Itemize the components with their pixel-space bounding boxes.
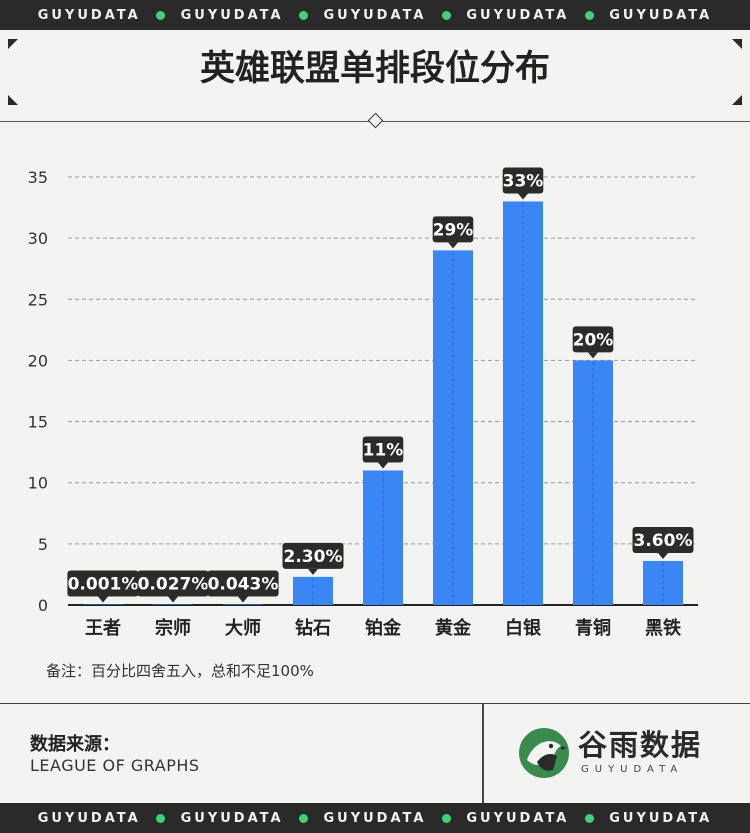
data-label-box: [282, 542, 344, 569]
banner-dot: [299, 813, 309, 823]
data-label: 0.043%: [208, 574, 279, 594]
bar: [223, 604, 263, 605]
corner-decoration: [732, 39, 742, 49]
data-label-pointer: [448, 242, 458, 249]
data-label-box: [632, 526, 694, 553]
x-tick-label: 王者: [85, 618, 121, 639]
corner-decoration: [8, 95, 18, 105]
y-tick-label: 25: [28, 290, 48, 309]
data-label-pointer: [378, 462, 388, 469]
data-label-pointer: [308, 568, 318, 575]
banner-dot: [441, 813, 451, 823]
y-tick-label: 20: [28, 351, 48, 370]
y-tick-label: 0: [38, 596, 48, 615]
x-tick-label: 钻石: [295, 617, 331, 639]
corner-decoration: [732, 95, 742, 105]
corner-decoration: [8, 39, 18, 49]
footer: 数据来源： LEAGUE OF GRAPHS 谷雨数据 GUYUDATA: [0, 703, 750, 804]
banner-text: GUYUDATA: [609, 810, 713, 826]
banner-dot: [584, 813, 594, 823]
banner-text: GUYUDATA: [323, 810, 427, 826]
y-tick-label: 10: [28, 474, 48, 493]
y-tick-label: 30: [28, 229, 48, 248]
source-value: LEAGUE OF GRAPHS: [30, 756, 200, 775]
data-label: 11%: [363, 440, 404, 460]
data-label: 3.60%: [634, 531, 693, 551]
banner-text: GUYUDATA: [37, 810, 141, 826]
data-label-pointer: [588, 352, 598, 359]
data-label: 29%: [433, 220, 474, 240]
data-label: 2.30%: [284, 547, 343, 567]
banner-text: GUYUDATA: [466, 810, 570, 826]
bar: [83, 604, 123, 605]
data-label: 0.001%: [68, 575, 139, 595]
banner-dot: [441, 10, 451, 20]
brand-name: 谷雨数据: [578, 728, 703, 762]
y-tick-label: 5: [38, 535, 48, 554]
x-tick-label: 铂金: [365, 617, 402, 639]
x-tick-label: 黑铁: [645, 617, 681, 639]
data-label-box: [432, 216, 474, 243]
data-label-box: [362, 436, 404, 463]
data-label-pointer: [658, 552, 668, 559]
banner-text: GUYUDATA: [323, 7, 427, 23]
chart-title: 英雄联盟单排段位分布: [199, 49, 550, 89]
footer-divider: [482, 704, 484, 804]
data-label: 0.027%: [138, 575, 209, 595]
data-label-pointer: [168, 596, 178, 603]
bar-chart: 0 5 10 15 20 25 30 35 0.001% 王者 0.027% 宗师 0.043% 大师 2.…: [28, 167, 698, 639]
data-label-pointer: [518, 193, 528, 200]
data-label-pointer: [98, 596, 108, 603]
banner-text: GUYUDATA: [37, 7, 141, 23]
x-tick-label: 宗师: [155, 617, 191, 639]
data-label: 20%: [573, 330, 614, 350]
data-label-box: [572, 326, 614, 353]
footnote: 备注：百分比四舍五入，总和不足100%: [46, 662, 314, 680]
y-tick-label: 15: [28, 413, 48, 432]
data-label-box: [137, 570, 209, 597]
x-tick-label: 黄金: [435, 617, 472, 639]
data-label-box: [67, 570, 139, 597]
data-label-box: [502, 167, 544, 194]
bottom-banner: GUYUDATA GUYUDATA GUYUDATA GUYUDATA GUYU…: [0, 803, 750, 833]
banner-dot: [299, 10, 309, 20]
x-tick-label: 白银: [505, 617, 542, 639]
data-label: 33%: [503, 171, 544, 191]
banner-text: GUYUDATA: [466, 7, 570, 23]
x-tick-label: 大师: [225, 617, 261, 639]
brand-subtitle: GUYUDATA: [581, 764, 684, 775]
bird-logo-icon: [519, 728, 569, 778]
y-tick-label: 35: [28, 168, 48, 187]
data-label-pointer: [238, 596, 248, 603]
source-label: 数据来源：: [30, 734, 120, 755]
banner-text: GUYUDATA: [609, 7, 713, 23]
data-label-box: [207, 570, 279, 597]
chart-card: [0, 30, 750, 803]
top-banner: GUYUDATA GUYUDATA GUYUDATA GUYUDATA GUYU…: [0, 0, 750, 30]
banner-dot: [156, 10, 166, 20]
banner-text: GUYUDATA: [180, 810, 284, 826]
banner-dot: [584, 10, 594, 20]
x-tick-label: 青铜: [575, 617, 611, 639]
banner-dot: [156, 813, 166, 823]
bar: [153, 604, 193, 605]
banner-text: GUYUDATA: [180, 7, 284, 23]
